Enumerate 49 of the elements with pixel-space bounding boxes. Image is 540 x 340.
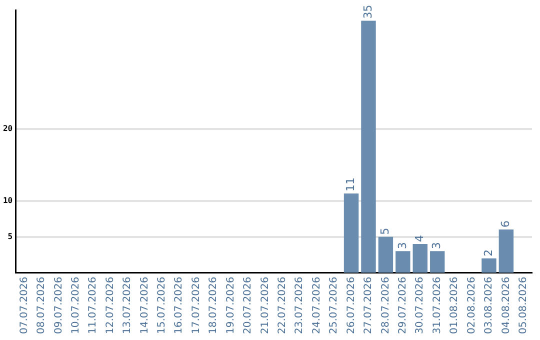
x-tick-label: 08.07.2026 bbox=[36, 276, 48, 334]
x-tick-label: 15.07.2026 bbox=[156, 276, 168, 334]
x-tick-label: 20.07.2026 bbox=[242, 276, 254, 334]
bar bbox=[430, 251, 445, 273]
bar bbox=[378, 236, 394, 273]
x-tick-label: 21.07.2026 bbox=[260, 276, 271, 334]
y-tick-label: 10 bbox=[2, 196, 13, 205]
x-tick-label: 03.08.2026 bbox=[484, 276, 495, 334]
y-tick-label: 5 bbox=[8, 232, 13, 241]
x-tick-label: 14.07.2026 bbox=[139, 276, 150, 334]
x-tick-label: 31.07.2026 bbox=[432, 276, 443, 334]
bar bbox=[344, 194, 359, 273]
x-tick-label: 23.07.2026 bbox=[294, 276, 306, 334]
data-label: 11 bbox=[344, 178, 358, 192]
data-label: 6 bbox=[499, 220, 512, 228]
x-tick-label: 29.07.2026 bbox=[398, 276, 408, 334]
x-tick-label: 28.07.2026 bbox=[380, 276, 392, 334]
x-tick-label: 07.07.2026 bbox=[18, 276, 30, 334]
x-tick-label: 30.07.2026 bbox=[414, 276, 426, 334]
x-tick-label: 09.07.2026 bbox=[53, 276, 64, 334]
bar bbox=[498, 230, 514, 273]
x-tick-label: 12.07.2026 bbox=[104, 276, 116, 334]
bar bbox=[412, 244, 428, 273]
x-tick-label: 22.07.2026 bbox=[277, 276, 288, 334]
x-tick-label: 25.07.2026 bbox=[328, 276, 340, 334]
x-tick-label: 13.07.2026 bbox=[122, 276, 134, 334]
x-tick-label: 01.08.2026 bbox=[449, 276, 460, 334]
x-tick-label: 05.08.2026 bbox=[518, 276, 529, 334]
x-tick-label: 18.07.2026 bbox=[208, 276, 220, 334]
data-label: 5 bbox=[378, 228, 392, 235]
x-tick-label: 27.07.2026 bbox=[363, 276, 374, 334]
data-label: 4 bbox=[412, 234, 426, 242]
y-tick-label: 20 bbox=[2, 124, 13, 133]
x-tick-label: 16.07.2026 bbox=[174, 276, 185, 334]
data-label: 3 bbox=[430, 242, 444, 250]
x-tick-label: 04.08.2026 bbox=[500, 276, 512, 334]
data-label: 35 bbox=[361, 4, 374, 19]
x-tick-label: 26.07.2026 bbox=[346, 276, 357, 334]
x-tick-label: 24.07.2026 bbox=[311, 276, 322, 334]
x-tick-label: 02.08.2026 bbox=[466, 276, 478, 334]
data-label: 3 bbox=[396, 242, 409, 250]
x-tick-label: 19.07.2026 bbox=[225, 276, 236, 334]
x-tick-label: 10.07.2026 bbox=[70, 276, 82, 334]
bar bbox=[396, 251, 410, 273]
x-tick-label: 11.07.2026 bbox=[88, 276, 99, 334]
bar bbox=[361, 20, 376, 273]
x-tick-label: 17.07.2026 bbox=[190, 276, 202, 334]
data-label: 2 bbox=[482, 249, 495, 256]
bar bbox=[482, 258, 496, 273]
